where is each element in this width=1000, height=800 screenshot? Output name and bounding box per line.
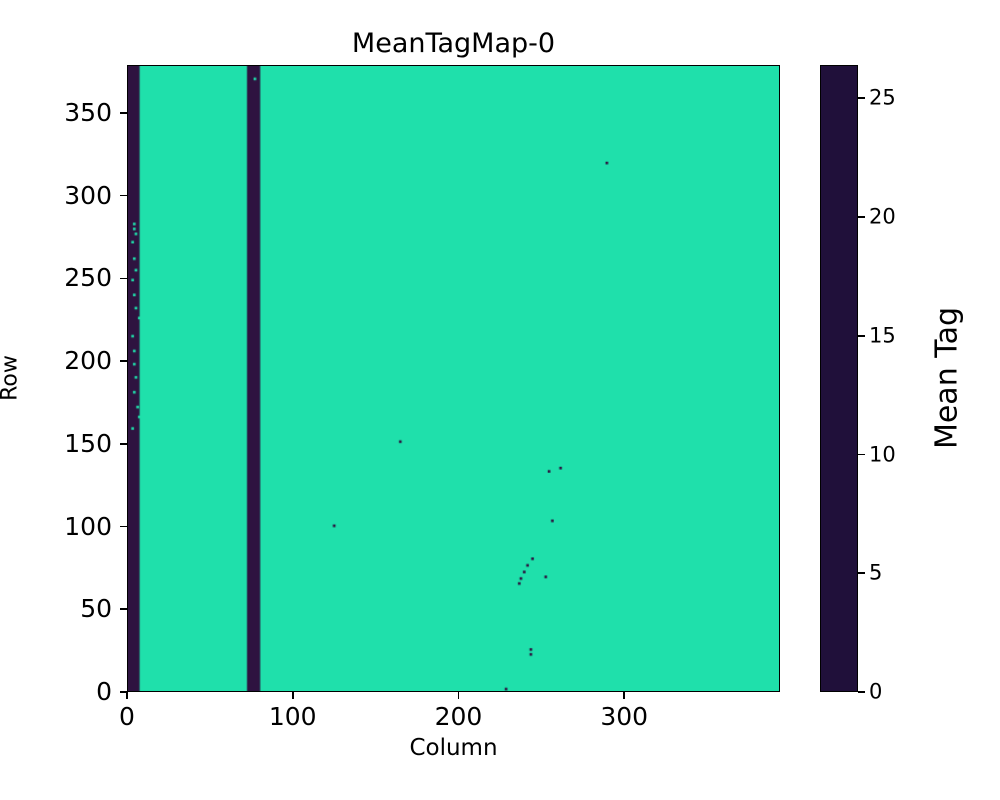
- y-tick-label: 150: [64, 428, 112, 458]
- colorbar-tick-label: 15: [869, 323, 896, 348]
- x-axis-label: Column: [409, 735, 498, 761]
- x-tick-label: 200: [434, 702, 483, 731]
- y-tick-mark: [120, 112, 127, 114]
- y-axis-label: Row: [0, 355, 23, 401]
- x-tick-label: 100: [268, 702, 317, 731]
- y-tick-label: 100: [64, 511, 112, 541]
- colorbar-gradient: [821, 66, 857, 691]
- y-tick-label: 200: [64, 346, 112, 376]
- y-tick-mark: [120, 277, 127, 280]
- x-tick-mark: [291, 692, 294, 699]
- colorbar-tick-label: 5: [869, 560, 883, 585]
- colorbar-tick-mark: [858, 453, 865, 456]
- colorbar-tick-mark: [858, 572, 865, 575]
- x-tick-label: 300: [600, 702, 649, 731]
- y-tick-label: 50: [80, 594, 112, 624]
- y-tick-label: 250: [64, 263, 112, 293]
- colorbar-tick-mark: [858, 691, 865, 693]
- y-tick-mark: [120, 691, 127, 693]
- x-tick-mark: [126, 692, 128, 699]
- x-tick-mark: [623, 692, 625, 699]
- y-tick-mark: [120, 360, 127, 362]
- colorbar-label: Mean Tag: [929, 306, 965, 450]
- page-title: MeanTagMap-0: [351, 28, 556, 59]
- colorbar-tick-mark: [858, 216, 865, 218]
- colorbar-tick-mark: [858, 97, 865, 100]
- y-tick-mark: [120, 194, 127, 197]
- colorbar-tick-mark: [858, 334, 865, 337]
- x-tick-label: 0: [119, 702, 135, 731]
- colorbar-tick-label: 0: [869, 679, 883, 704]
- y-tick-mark: [120, 525, 127, 528]
- y-tick-mark: [120, 608, 127, 611]
- y-tick-label: 350: [64, 97, 112, 127]
- y-tick-label: 300: [64, 180, 112, 210]
- colorbar-tick-label: 10: [869, 442, 896, 466]
- y-tick-label: 0: [96, 677, 112, 706]
- x-tick-mark: [457, 692, 460, 699]
- heatmap-axes: [127, 65, 780, 692]
- y-tick-mark: [120, 443, 127, 445]
- colorbar: [820, 65, 858, 692]
- colorbar-tick-label: 25: [869, 85, 896, 110]
- heatmap-image: [128, 66, 779, 691]
- colorbar-tick-label: 20: [869, 204, 896, 229]
